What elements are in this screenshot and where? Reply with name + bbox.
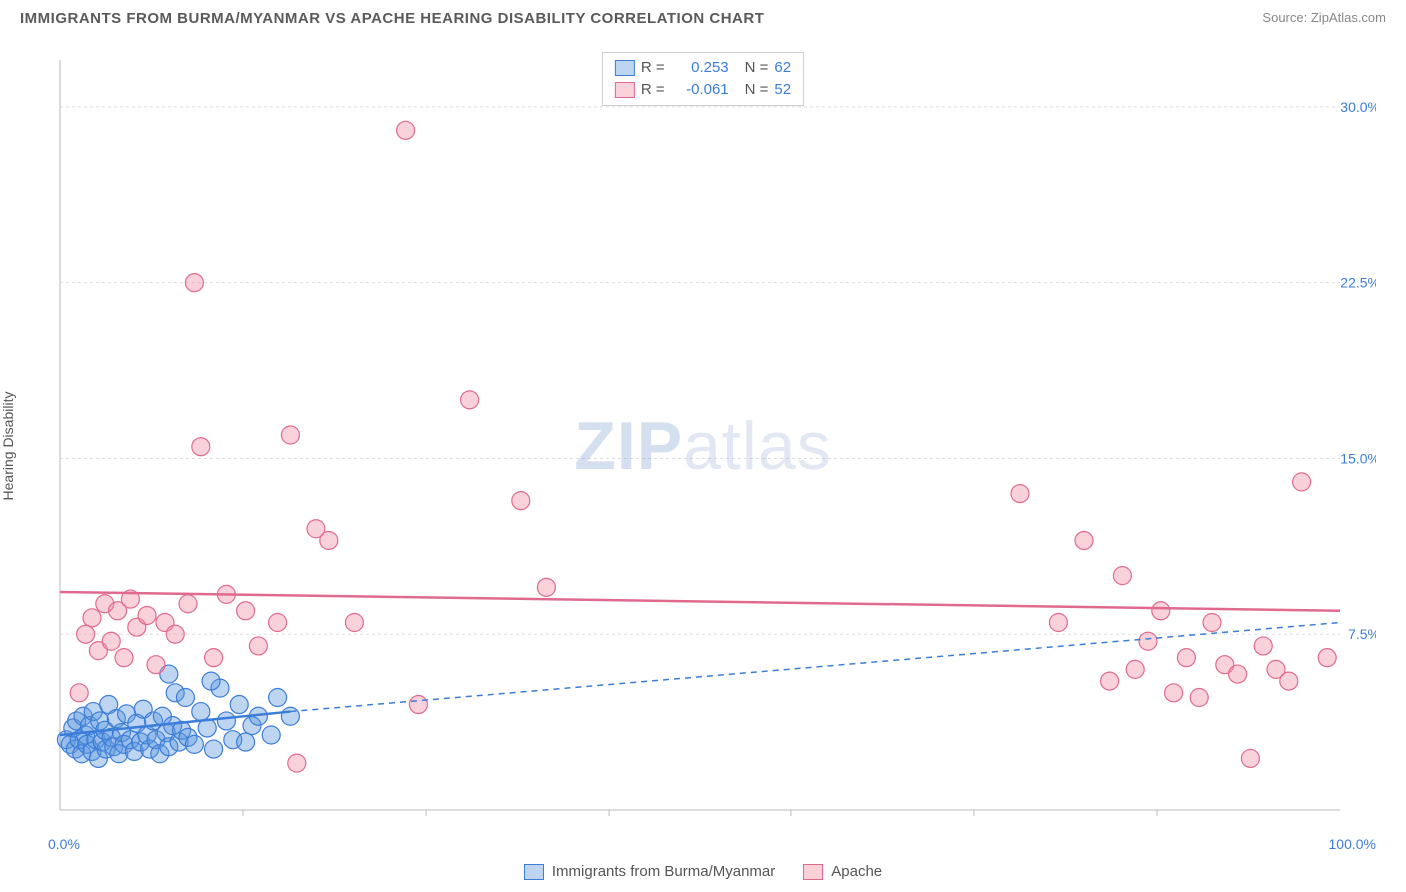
x-tick-max: 100.0% xyxy=(1329,836,1376,852)
svg-text:7.5%: 7.5% xyxy=(1348,626,1376,642)
legend-row-series2: R = -0.061 N = 52 xyxy=(615,79,791,101)
legend-label-2: Apache xyxy=(831,863,882,880)
legend-item-2: Apache xyxy=(803,863,882,880)
legend-n-label: N = xyxy=(745,57,769,79)
svg-text:15.0%: 15.0% xyxy=(1340,450,1376,466)
legend-label-1: Immigrants from Burma/Myanmar xyxy=(552,863,775,880)
legend-r-label: R = xyxy=(641,57,665,79)
series-legend: Immigrants from Burma/Myanmar Apache xyxy=(0,863,1406,880)
source-attribution: Source: ZipAtlas.com xyxy=(1262,10,1386,25)
x-tick-min: 0.0% xyxy=(48,836,80,852)
scatter-chart: 7.5% 15.0% 22.5% 30.0% xyxy=(50,50,1376,832)
legend-swatch-2 xyxy=(803,864,823,880)
legend-swatch-pink xyxy=(615,82,635,98)
legend-swatch-1 xyxy=(524,864,544,880)
chart-header: IMMIGRANTS FROM BURMA/MYANMAR VS APACHE … xyxy=(0,0,1406,50)
chart-title: IMMIGRANTS FROM BURMA/MYANMAR VS APACHE … xyxy=(20,10,764,27)
svg-text:22.5%: 22.5% xyxy=(1340,275,1376,291)
legend-r-value-2: -0.061 xyxy=(671,79,729,101)
chart-svg: 7.5% 15.0% 22.5% 30.0% xyxy=(50,50,1376,832)
svg-text:30.0%: 30.0% xyxy=(1340,99,1376,115)
legend-r-value-1: 0.253 xyxy=(671,57,729,79)
legend-r-label2: R = xyxy=(641,79,665,101)
correlation-legend: R = 0.253 N = 62 R = -0.061 N = 52 xyxy=(602,52,804,106)
y-axis-label: Hearing Disability xyxy=(0,392,16,501)
legend-n-value-2: 52 xyxy=(774,79,791,101)
legend-n-label2: N = xyxy=(745,79,769,101)
legend-row-series1: R = 0.253 N = 62 xyxy=(615,57,791,79)
legend-swatch-blue xyxy=(615,60,635,76)
source-label: Source: xyxy=(1262,10,1307,25)
source-value: ZipAtlas.com xyxy=(1311,10,1386,25)
legend-n-value-1: 62 xyxy=(774,57,791,79)
legend-item-1: Immigrants from Burma/Myanmar xyxy=(524,863,775,880)
